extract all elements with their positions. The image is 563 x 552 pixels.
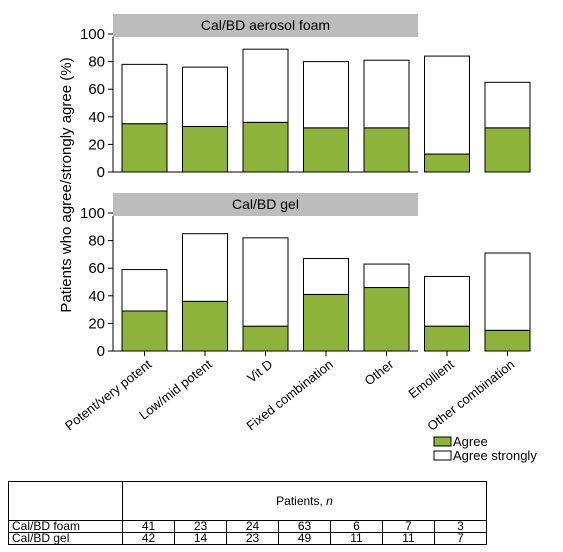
legend-label: Agree [453,434,488,449]
bar-agree [303,293,349,352]
bar-agree-strongly [363,59,410,129]
y-tick-label: 40 [88,288,105,305]
y-tick-label: 20 [88,315,105,332]
table-cell: 7 [434,532,487,545]
table-row: Cal/BD gel 42 14 23 49 11 11 7 [8,532,487,545]
bar-agree [363,127,410,173]
bar-agree-strongly [121,63,168,125]
legend-swatch [433,450,452,461]
panel-header [113,193,418,216]
bar-agree [484,127,531,173]
table-header-text: Patients, [276,493,327,508]
x-tick-label: Vit D [244,357,275,386]
x-tick-label: Emollient [405,356,457,401]
bar-agree-strongly [363,263,410,289]
bar-agree [121,123,168,173]
bar-agree-strongly [182,66,228,127]
bar-agree-strongly [424,275,470,327]
y-tick-label: 100 [80,26,105,43]
y-tick-label: 60 [88,260,105,277]
bar-agree [182,300,228,352]
legend-label: Agree strongly [453,448,537,463]
bar-agree [484,329,531,352]
table-cell: 23 [226,532,279,545]
y-tick-label: 100 [80,205,105,222]
bar-agree-strongly [242,48,289,123]
x-tick-label: Other [361,356,396,388]
bar-agree-strongly [303,258,349,295]
bar-agree-strongly [484,81,531,129]
bar-agree [121,310,168,352]
table-corner-cell [8,481,123,521]
panel-title: Cal/BD aerosol foam [201,17,330,33]
bar-agree-strongly [303,61,349,129]
bar-agree [242,325,289,352]
bar-agree-strongly [484,252,531,331]
table-cell: 24 [226,520,279,533]
table-row-label: Cal/BD foam [8,520,123,533]
table-cell: 14 [174,532,227,545]
y-tick-label: 40 [88,109,105,126]
table-header-row: Patients, n [8,481,487,521]
y-tick-label: 80 [88,54,105,71]
table-cell: 11 [382,532,435,545]
y-tick-label: 60 [88,81,105,98]
panel-2: Cal/BD gel 0 20 40 60 80 100 [80,193,531,360]
bar-agree [424,325,470,352]
bar-agree [303,127,349,173]
bar-agree-strongly [182,233,228,302]
panel-title: Cal/BD gel [232,196,299,212]
table-cell: 49 [278,532,331,545]
y-tick-label: 0 [97,164,105,181]
patients-table: Patients, n Cal/BD foam 41 23 24 63 6 7 3 Cal/BD… [8,481,487,545]
bar-agree [363,287,410,352]
panel-header [113,14,418,37]
bar-agree-strongly [121,269,168,312]
table-header-cell: Patients, n [122,481,487,521]
y-tick-label: 0 [97,343,105,360]
table-row-label: Cal/BD gel [8,532,123,545]
table-cell: 11 [330,532,383,545]
table-header-n: n [326,493,333,508]
bar-agree-strongly [242,237,289,327]
y-tick-label: 80 [88,233,105,250]
table-cell: 42 [122,532,175,545]
x-tick-label: Potent/very potent [62,356,155,433]
y-tick-label: 20 [88,136,105,153]
panel-1: Cal/BD aerosol foam 0 20 40 60 80 100 [80,14,531,181]
legend-swatch [433,436,452,447]
y-axis-label: Patients who agree/strongly agree (%) [58,57,75,312]
bar-agree-strongly [424,55,470,155]
bar-agree [182,125,228,173]
bar-agree [424,153,470,173]
bar-agree [242,121,289,173]
stacked-bar-chart: Patients who agree/strongly agree (%) Ca… [58,14,537,463]
